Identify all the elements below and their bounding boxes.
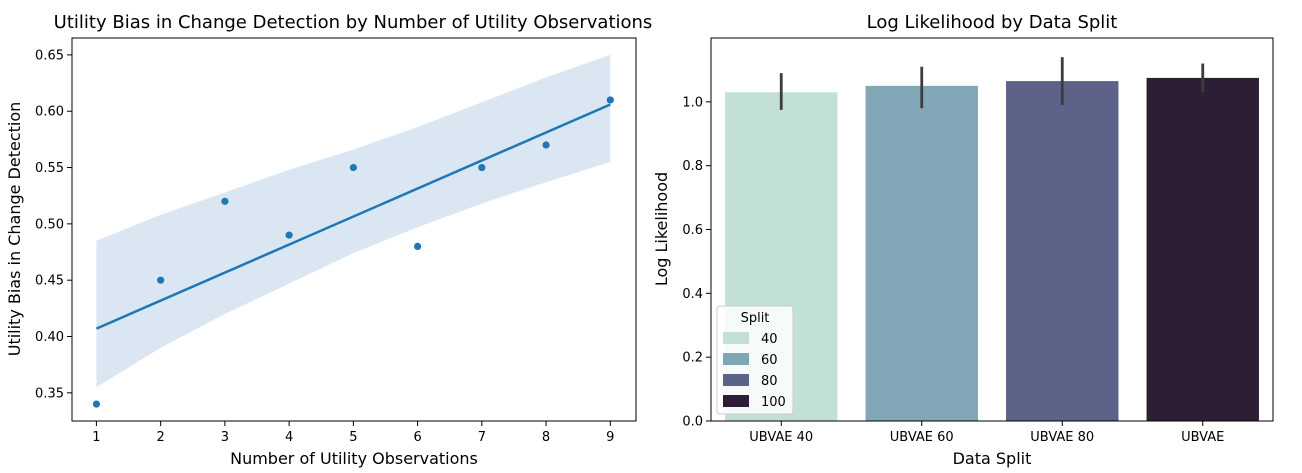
left-plot-frame <box>71 37 637 422</box>
x-tick-label: UBVAE <box>1181 430 1224 445</box>
legend-entry-label: 60 <box>761 353 778 368</box>
legend-entry-label: 80 <box>761 374 778 389</box>
y-tick-label: 0.8 <box>682 159 703 174</box>
bar <box>865 85 978 421</box>
regression-line <box>95 103 611 330</box>
legend-swatch <box>723 332 749 344</box>
scatter-point <box>92 400 101 408</box>
scatter-point <box>349 163 357 172</box>
legend-swatch <box>723 353 749 365</box>
legend-entry-label: 100 <box>761 395 786 410</box>
right-y-ticks: 0.0 0.2 0.4 0.6 0.8 1.0 <box>682 95 711 430</box>
x-tick-label: 2 <box>157 430 165 445</box>
x-tick-label: 4 <box>285 430 293 445</box>
y-tick-label: 0.60 <box>35 105 64 120</box>
x-tick-label: UBVAE 40 <box>749 430 813 445</box>
left-chart: Utility Bias in Change Detection by Numb… <box>5 12 652 468</box>
bars <box>725 77 1259 422</box>
scatter-point <box>478 163 486 172</box>
scatter-point <box>285 231 293 239</box>
scatter-point <box>542 141 550 149</box>
y-tick-label: 0.55 <box>35 161 64 176</box>
y-tick-label: 0.50 <box>35 217 64 232</box>
left-y-ticks: 0.35 0.40 0.45 0.50 0.55 0.60 0.65 <box>35 48 72 401</box>
y-tick-label: 1.0 <box>682 95 703 110</box>
y-tick-label: 0.35 <box>35 386 64 401</box>
x-tick-label: UBVAE 80 <box>1030 430 1094 445</box>
left-x-axis-label: Number of Utility Observations <box>230 449 478 468</box>
left-y-axis-label: Utility Bias in Change Detection <box>5 102 24 357</box>
legend-swatch <box>723 395 749 407</box>
left-x-ticks: 1 2 3 4 5 6 7 8 9 <box>92 421 614 445</box>
right-chart: Log Likelihood by Data Split UBVAE 40 UBV… <box>652 12 1274 468</box>
confidence-band-area <box>96 54 611 388</box>
error-bars <box>779 57 1205 110</box>
scatter-point <box>413 242 422 250</box>
bar <box>1146 77 1259 421</box>
y-tick-label: 0.6 <box>682 223 703 238</box>
x-tick-label: UBVAE 60 <box>890 430 954 445</box>
left-chart-title: Utility Bias in Change Detection by Numb… <box>54 12 653 33</box>
y-tick-label: 0.2 <box>682 351 703 366</box>
x-tick-label: 5 <box>349 430 357 445</box>
y-tick-label: 0.65 <box>35 48 64 63</box>
legend-items: 40 60 80 100 <box>723 332 786 410</box>
x-tick-label: 6 <box>413 430 421 445</box>
right-x-ticks: UBVAE 40 UBVAE 60 UBVAE 80 UBVAE <box>749 421 1224 445</box>
right-y-axis-label: Log Likelihood <box>652 172 671 286</box>
x-tick-label: 1 <box>92 430 100 445</box>
scatter-point <box>221 197 229 205</box>
legend-title: Split <box>741 311 770 326</box>
confidence-band <box>96 54 611 388</box>
right-x-axis-label: Data Split <box>953 449 1032 468</box>
regression-line-group <box>95 103 611 330</box>
y-tick-label: 0.0 <box>682 415 703 430</box>
x-tick-label: 8 <box>542 430 550 445</box>
scatter-point <box>157 276 165 284</box>
legend-entry-label: 40 <box>761 332 778 347</box>
bar <box>1006 81 1119 422</box>
x-tick-label: 3 <box>221 430 229 445</box>
x-tick-label: 7 <box>478 430 486 445</box>
y-tick-label: 0.4 <box>682 287 703 302</box>
legend: Split 40 60 80 100 <box>716 305 794 415</box>
legend-swatch <box>723 374 749 386</box>
y-tick-label: 0.45 <box>35 274 64 289</box>
y-tick-label: 0.40 <box>35 330 64 345</box>
scatter-points <box>92 96 614 408</box>
right-chart-title: Log Likelihood by Data Split <box>867 12 1118 33</box>
scatter-point <box>606 96 614 104</box>
x-tick-label: 9 <box>606 430 614 445</box>
